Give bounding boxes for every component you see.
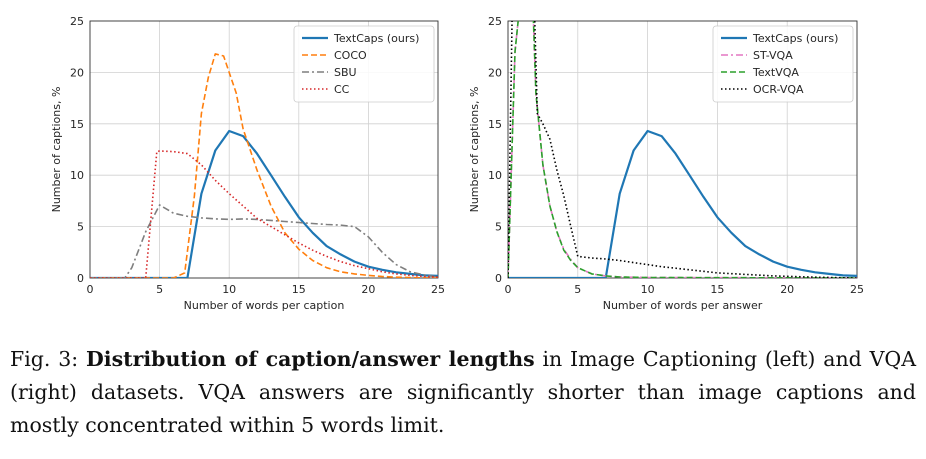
y-tick-label: 20 xyxy=(70,66,84,79)
y-tick-label: 10 xyxy=(488,169,502,182)
y-axis-label: Number of captions, % xyxy=(50,87,63,213)
x-tick-label: 10 xyxy=(222,283,236,296)
legend-entry: CC xyxy=(334,83,350,96)
caption-rest: in Image Captioning (left) and VQA (righ… xyxy=(10,347,917,437)
chart-panel-1: 0 5 10 15 20 25 0 5 10 15 20 25 Number of words per … xyxy=(50,15,445,312)
x-axis-label: Number of words per answer xyxy=(603,299,763,312)
chart-panel-2: 0 5 10 15 20 25 0 5 10 15 20 25 Number of words per … xyxy=(468,15,864,312)
x-tick-label: 20 xyxy=(780,283,794,296)
legend-entry: TextVQA xyxy=(752,66,799,79)
y-tick-label: 10 xyxy=(70,169,84,182)
x-tick-label: 20 xyxy=(361,283,375,296)
x-tick-label: 0 xyxy=(87,283,94,296)
chart-canvas: 0 5 10 15 20 25 0 5 10 15 20 25 Number of words per … xyxy=(50,15,864,312)
caption-prefix: Fig. 3: xyxy=(10,347,86,371)
x-tick-label: 25 xyxy=(431,283,445,296)
y-tick-label: 5 xyxy=(77,221,84,234)
plot-frame xyxy=(89,20,439,279)
y-tick-label: 0 xyxy=(495,272,502,285)
y-tick-label: 20 xyxy=(488,66,502,79)
y-tick-label: 15 xyxy=(70,118,84,131)
legend-entry: TextCaps (ours) xyxy=(333,32,419,45)
series-line-1 xyxy=(508,129,857,278)
legend: TextCaps (ours) COCO SBU CC xyxy=(293,25,435,103)
series-line-4 xyxy=(508,21,857,278)
series-line-1 xyxy=(90,129,438,278)
x-tick-label: 5 xyxy=(574,283,581,296)
legend-entry: OCR-VQA xyxy=(753,83,804,96)
x-tick-label: 5 xyxy=(156,283,163,296)
x-tick-label: 15 xyxy=(292,283,306,296)
figure-caption: Fig. 3: Distribution of caption/answer l… xyxy=(10,343,916,442)
y-tick-label: 25 xyxy=(488,15,502,28)
y-tick-label: 25 xyxy=(70,15,84,28)
x-axis-label: Number of words per caption xyxy=(184,299,345,312)
series-line-2 xyxy=(90,53,438,278)
legend-entry: SBU xyxy=(334,66,357,79)
x-tick-label: 15 xyxy=(710,283,724,296)
legend-entry: COCO xyxy=(334,49,367,62)
legend-box xyxy=(293,25,435,103)
series-line-4 xyxy=(90,150,438,278)
y-tick-label: 5 xyxy=(495,221,502,234)
legend-entry: TextCaps (ours) xyxy=(752,32,838,45)
legend: TextCaps (ours) ST-VQA TextVQA OCR-VQA xyxy=(712,25,854,103)
series-line-3 xyxy=(508,21,857,278)
x-tick-label: 0 xyxy=(505,283,512,296)
legend-box xyxy=(712,25,854,103)
y-axis-label: Number of captions, % xyxy=(468,87,481,213)
y-tick-label: 0 xyxy=(77,272,84,285)
y-tick-label: 15 xyxy=(488,118,502,131)
x-tick-label: 25 xyxy=(850,283,864,296)
x-tick-label: 10 xyxy=(641,283,655,296)
series-line-3 xyxy=(90,204,438,278)
legend-entry: ST-VQA xyxy=(753,49,793,62)
caption-bold: Distribution of caption/answer lengths xyxy=(86,347,535,371)
